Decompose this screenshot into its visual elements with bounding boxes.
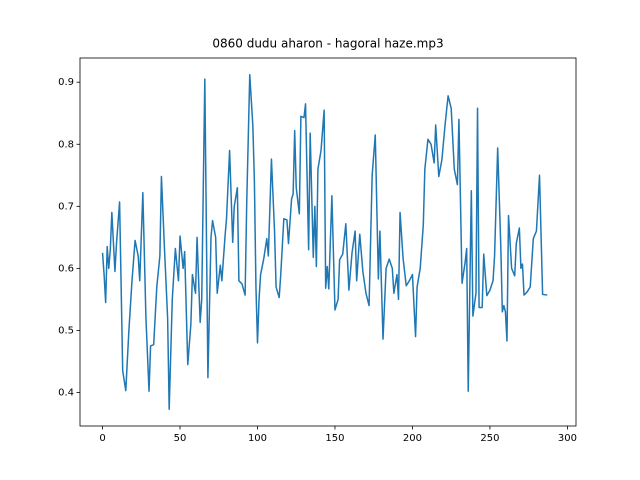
x-tick-label: 150	[325, 433, 344, 444]
y-tick-label: 0.8	[58, 139, 74, 150]
x-tick-label: 250	[480, 433, 499, 444]
x-tick-label: 100	[248, 433, 267, 444]
y-tick-label: 0.9	[58, 77, 74, 88]
x-tick-label: 300	[558, 433, 577, 444]
x-tick-label: 200	[403, 433, 422, 444]
y-tick-label: 0.4	[58, 387, 74, 398]
x-tick-label: 50	[174, 433, 187, 444]
y-tick-label: 0.6	[58, 263, 74, 274]
data-line	[101, 74, 548, 410]
y-tick-label: 0.5	[58, 325, 74, 336]
chart-title: 0860 dudu aharon - hagoral haze.mp3	[212, 37, 443, 51]
plot-frame	[79, 57, 577, 427]
y-tick-label: 0.7	[58, 201, 74, 212]
x-tick-label: 0	[99, 433, 105, 444]
